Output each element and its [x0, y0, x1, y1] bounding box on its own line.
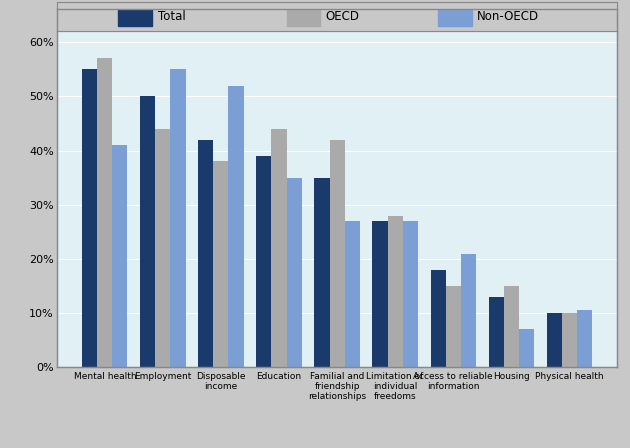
Text: Non-OECD: Non-OECD: [478, 10, 539, 23]
Bar: [229, 86, 244, 367]
Bar: [577, 310, 592, 367]
Bar: [403, 221, 418, 367]
Bar: [562, 313, 577, 367]
Bar: [112, 145, 127, 367]
Bar: [82, 69, 97, 367]
Bar: [272, 129, 287, 367]
Bar: [171, 69, 185, 367]
Bar: [461, 254, 476, 367]
Bar: [518, 329, 534, 367]
Bar: [97, 58, 112, 367]
Bar: [547, 313, 562, 367]
Bar: [372, 221, 387, 367]
Bar: [156, 129, 171, 367]
Text: OECD: OECD: [326, 10, 360, 23]
Text: Total: Total: [158, 10, 185, 23]
Bar: [214, 161, 229, 367]
Bar: [140, 96, 156, 367]
Bar: [314, 178, 329, 367]
Bar: [387, 215, 403, 367]
Bar: [287, 178, 302, 367]
Bar: [430, 270, 445, 367]
Bar: [438, 9, 472, 26]
Bar: [118, 9, 152, 26]
Bar: [329, 140, 345, 367]
Bar: [256, 156, 272, 367]
Bar: [489, 297, 503, 367]
Bar: [503, 286, 518, 367]
Bar: [445, 286, 461, 367]
Bar: [345, 221, 360, 367]
Bar: [287, 9, 320, 26]
Bar: [198, 140, 214, 367]
